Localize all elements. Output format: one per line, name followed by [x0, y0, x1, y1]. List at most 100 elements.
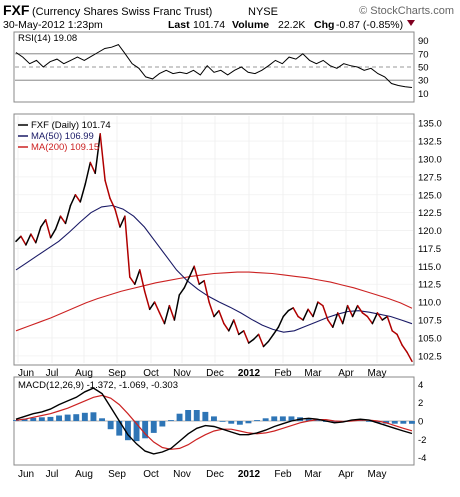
macd-histogram-bar: [107, 421, 114, 430]
price-line-segment: [386, 315, 393, 332]
macd-tick-label: 0: [418, 417, 423, 428]
last-label: Last: [168, 19, 190, 31]
price-tick-label: 107.5: [418, 316, 442, 327]
price-tick-label: 135.0: [418, 119, 442, 130]
price-line-segment: [40, 219, 47, 228]
ma50-legend-label: MA(50) 106.99: [31, 131, 94, 142]
price-tick-label: 105.0: [418, 333, 442, 344]
macd-histogram-bar: [374, 421, 381, 423]
price-line-segment: [35, 226, 42, 244]
security-name: (Currency Shares Swiss Franc Trust): [32, 6, 212, 18]
price-tick-label: 130.0: [418, 155, 442, 166]
price-line-segment: [341, 304, 349, 325]
price-tick-label: 122.5: [418, 208, 442, 219]
price-line-segment: [59, 215, 67, 225]
price-tick-label: 120.0: [418, 226, 442, 237]
macd-line: [15, 387, 413, 455]
macd-histogram-bar: [99, 418, 105, 421]
macd-histogram-bar: [176, 413, 183, 421]
last-value: 101.74: [193, 19, 225, 31]
price-line-segment: [302, 308, 309, 321]
price-line-segment: [173, 294, 181, 321]
macd-histogram-bar: [236, 421, 243, 425]
price-line-segment: [327, 319, 334, 328]
price-line-segment: [396, 333, 403, 346]
price-line-segment: [15, 235, 22, 243]
price-line-segment: [69, 194, 77, 207]
macd-month-label: Sep: [108, 469, 126, 480]
price-line-segment: [79, 183, 87, 203]
price-line-segment: [277, 315, 285, 328]
price-tick-label: 115.0: [418, 262, 441, 273]
macd-tick-label: -4: [418, 453, 426, 464]
rsi-tick-label: 30: [418, 76, 429, 87]
price-month-label: Jul: [46, 368, 59, 379]
down-arrow-icon: [407, 20, 415, 26]
macd-histogram-bar: [185, 410, 192, 421]
price-line-segment: [148, 301, 156, 311]
macd-histogram-bar: [133, 421, 140, 442]
price-line-segment: [89, 161, 96, 175]
macd-histogram-bar: [245, 421, 252, 424]
macd-histogram-bar: [73, 414, 80, 421]
price-line-segment: [297, 315, 304, 321]
macd-month-label: Feb: [274, 469, 292, 480]
price-tick-label: 117.5: [418, 244, 441, 255]
price-line-segment: [312, 301, 319, 318]
macd-histogram-bar: [409, 421, 415, 424]
price-line-segment: [247, 338, 255, 344]
price-line-segment: [213, 309, 220, 318]
ticker-symbol: FXF: [3, 2, 30, 18]
macd-histogram-bar: [21, 418, 28, 421]
price-line-segment: [292, 307, 299, 318]
price-line-segment: [163, 304, 171, 325]
price-line-segment: [64, 204, 72, 225]
macd-title: MACD(12,26,9) -1.372, -1.069, -0.303: [18, 380, 178, 391]
macd-month-label: Apr: [338, 469, 354, 480]
ma200-line: [15, 271, 413, 332]
macd-histogram-bar: [193, 410, 200, 421]
macd-histogram-bar: [168, 420, 174, 421]
price-line-segment: [272, 326, 280, 336]
macd-histogram-bar: [219, 421, 226, 422]
macd-tick-label: 4: [418, 380, 423, 391]
macd-histogram-bar: [262, 418, 269, 421]
price-tick-label: 110.0: [418, 298, 441, 309]
price-line-segment: [332, 312, 339, 328]
price-tick-label: 102.5: [418, 351, 442, 362]
macd-histogram-bar: [56, 415, 62, 421]
price-line-segment: [356, 304, 364, 314]
volume-label: Volume: [232, 19, 269, 31]
price-line-segment: [44, 219, 52, 239]
price-line-segment: [114, 208, 121, 228]
price-month-label: Mar: [304, 368, 322, 379]
macd-histogram-bar: [211, 416, 217, 421]
rsi-line: [15, 43, 413, 88]
macd-month-label: May: [368, 469, 387, 480]
rsi-tick-label: 70: [418, 49, 429, 60]
price-line-segment: [242, 330, 250, 344]
price-line-segment: [183, 276, 191, 289]
macd-legend: MACD(12,26,9) -1.372, -1.069, -0.303: [18, 380, 178, 391]
price-line-segment: [406, 351, 413, 363]
macd-tick-label: 2: [418, 398, 423, 409]
price-line-segment: [366, 315, 374, 325]
exchange-label: NYSE: [248, 6, 278, 18]
price-legend: FXF (Daily) 101.74 MA(50) 106.99 MA(200)…: [18, 120, 111, 153]
price-panel: [13, 113, 415, 366]
price-tick-label: 125.0: [418, 190, 442, 201]
macd-month-label: Aug: [75, 469, 93, 480]
price-line-segment: [381, 315, 389, 321]
price-line-segment: [109, 197, 116, 210]
price-line-segment: [307, 308, 314, 318]
macd-histogram-bar: [202, 411, 209, 421]
price-line-segment: [20, 235, 27, 246]
price-line-segment: [49, 228, 57, 239]
price-line-segment: [252, 333, 260, 341]
macd-histogram-bar: [288, 416, 295, 421]
macd-histogram-bar: [81, 412, 88, 421]
macd-histogram-bar: [150, 421, 157, 433]
price-line-segment: [371, 312, 379, 325]
watermark: © StockCharts.com: [359, 5, 454, 17]
